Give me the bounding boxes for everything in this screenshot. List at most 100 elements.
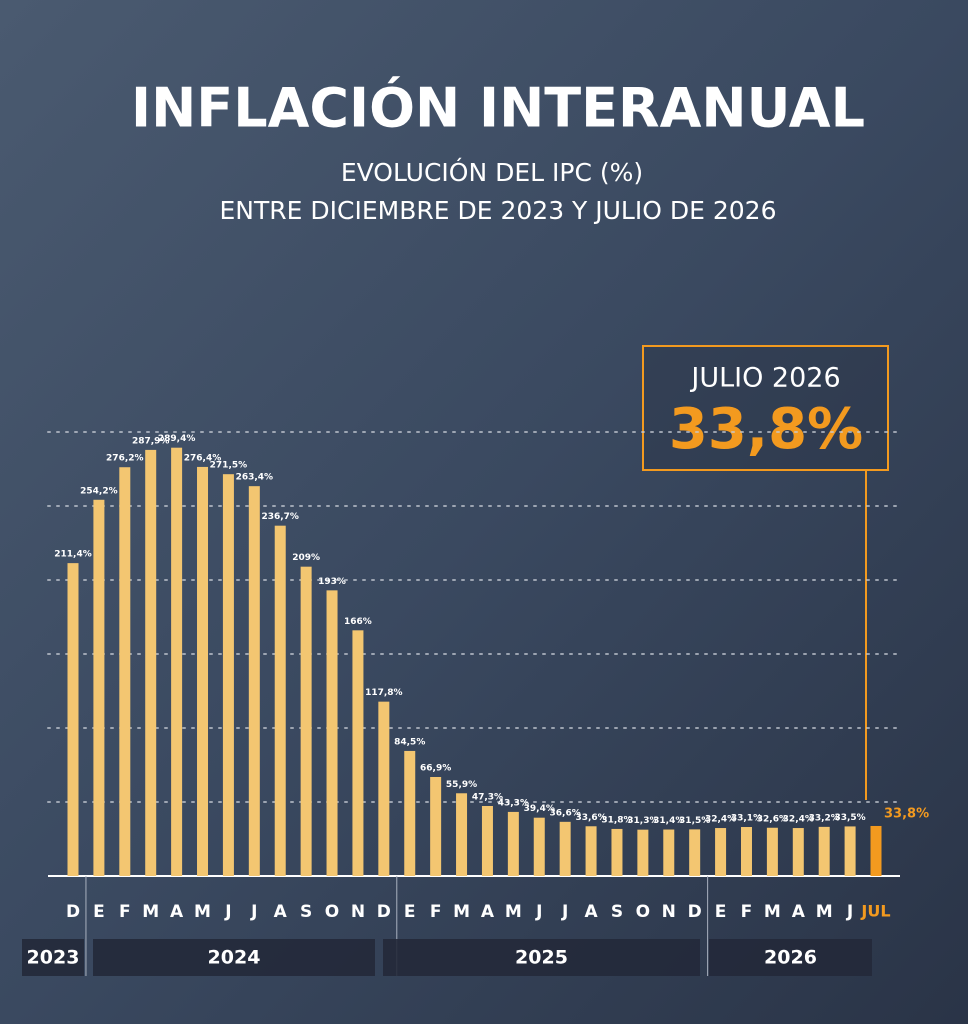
x-tick-label: M <box>142 902 159 922</box>
bar <box>274 525 286 876</box>
value-label: 33,1% <box>731 814 762 824</box>
value-label: 33,2% <box>809 813 840 823</box>
bar <box>404 750 416 876</box>
bar <box>792 828 804 876</box>
bar <box>740 827 752 876</box>
value-label: 32,4% <box>783 815 814 825</box>
x-tick-label: J <box>250 902 257 922</box>
x-tick-label: N <box>351 902 365 922</box>
value-label: 254,2% <box>80 486 118 496</box>
bar <box>689 829 701 876</box>
value-label: 276,2% <box>106 454 144 464</box>
x-tick-label: M <box>764 902 781 922</box>
year-band <box>22 939 84 976</box>
value-label: 287,9% <box>132 436 170 446</box>
bar <box>585 826 597 876</box>
value-label: 84,5% <box>394 737 425 747</box>
value-label: 31,8% <box>601 815 632 825</box>
bar <box>67 563 79 876</box>
bar <box>352 630 364 876</box>
bar <box>844 826 856 876</box>
x-tick-label: F <box>741 902 753 922</box>
bar <box>870 825 882 876</box>
x-tick-label: J <box>846 902 853 922</box>
bar <box>533 817 545 876</box>
x-tick-label: N <box>662 902 676 922</box>
x-tick-label: A <box>274 902 288 922</box>
bar <box>430 776 442 876</box>
x-tick-label: E <box>715 902 727 922</box>
bar <box>197 466 209 876</box>
bar <box>93 499 105 876</box>
bar <box>766 827 778 876</box>
chart-title: INFLACIÓN INTERANUAL <box>131 77 865 140</box>
bar <box>222 474 234 876</box>
x-tick-label: D <box>66 902 80 922</box>
value-label: 55,9% <box>446 780 477 790</box>
value-label: 209% <box>292 553 320 563</box>
bar <box>818 826 830 876</box>
value-label: 33,5% <box>834 813 865 823</box>
bar <box>559 821 571 876</box>
subtitle: EVOLUCIÓN DEL IPC (%) <box>341 157 643 187</box>
x-tick-label: J <box>224 902 231 922</box>
value-label: 271,5% <box>210 461 248 471</box>
bar <box>715 828 727 876</box>
highlight-box <box>642 345 889 471</box>
x-tick-label: A <box>792 902 806 922</box>
bar <box>300 566 312 876</box>
x-tick-label: O <box>325 902 339 922</box>
value-label: 39,4% <box>524 804 555 814</box>
bar <box>378 701 390 876</box>
x-tick-label: S <box>611 902 623 922</box>
value-label: 33,6% <box>575 813 606 823</box>
bar <box>171 447 183 876</box>
value-label: 276,4% <box>184 453 222 463</box>
x-tick-label: D <box>377 902 391 922</box>
x-tick-label: A <box>170 902 184 922</box>
bar <box>326 590 338 876</box>
bar <box>119 467 131 876</box>
value-label: 211,4% <box>54 550 92 560</box>
highlight-title: JULIO 2026 <box>689 363 840 394</box>
x-tick-label: D <box>688 902 702 922</box>
value-label: 33,8% <box>884 806 929 821</box>
x-tick-label: JUL <box>860 902 890 921</box>
year-label: 2026 <box>764 947 817 969</box>
x-tick-label: A <box>481 902 495 922</box>
value-label: 31,4% <box>653 816 684 826</box>
x-tick-label: M <box>816 902 833 922</box>
value-label: 66,9% <box>420 763 451 773</box>
bar <box>248 486 260 876</box>
value-label: 263,4% <box>236 473 274 483</box>
year-label: 2023 <box>27 947 80 969</box>
value-label: 36,6% <box>550 808 581 818</box>
x-tick-label: M <box>453 902 470 922</box>
x-tick-label: E <box>93 902 105 922</box>
x-tick-label: J <box>535 902 542 922</box>
value-label: 32,6% <box>757 814 788 824</box>
x-tick-label: F <box>430 902 442 922</box>
bar <box>663 829 675 876</box>
bar <box>507 811 519 876</box>
year-label: 2024 <box>208 947 261 969</box>
year-band <box>709 939 872 976</box>
x-tick-label: A <box>584 902 598 922</box>
x-tick-label: F <box>119 902 131 922</box>
x-tick-label: E <box>404 902 416 922</box>
value-label: 32,4% <box>705 815 736 825</box>
bar <box>145 449 157 876</box>
year-band <box>383 939 700 976</box>
highlight-value: 33,8% <box>669 397 863 462</box>
value-label: 166% <box>344 617 372 627</box>
x-tick-label: M <box>194 902 211 922</box>
value-label: 289,4% <box>158 434 196 444</box>
value-label: 193% <box>318 577 346 587</box>
value-label: 31,5% <box>679 816 710 826</box>
year-band <box>93 939 375 976</box>
subtitle: ENTRE DICIEMBRE DE 2023 Y JULIO DE 2026 <box>220 196 777 225</box>
value-label: 236,7% <box>261 512 299 522</box>
bar <box>611 828 623 876</box>
value-label: 117,8% <box>365 688 403 698</box>
